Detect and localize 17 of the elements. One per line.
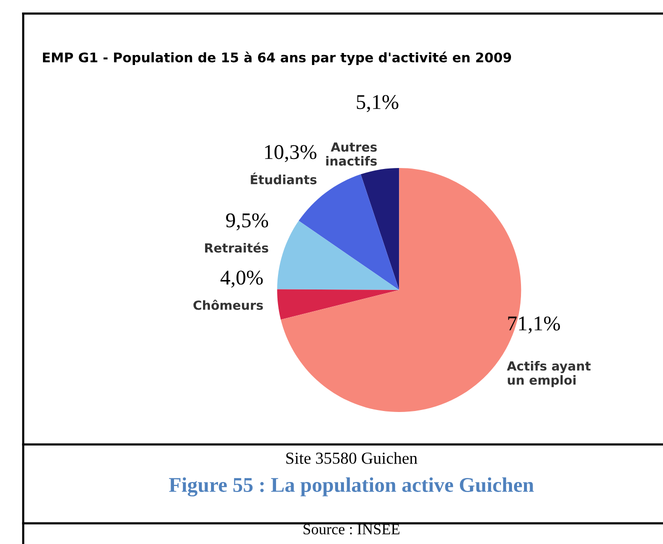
slice-label: Autres inactifs xyxy=(326,142,377,166)
chart-title: EMP G1 - Population de 15 à 64 ans par type d'activité en 2009 xyxy=(42,52,512,66)
data-label: 4,0% xyxy=(220,270,263,288)
slice-label: Actifs ayant un emploi xyxy=(506,360,591,388)
pie-slice xyxy=(360,168,400,290)
data-label: 9,5% xyxy=(226,213,268,230)
data-label: 71,1% xyxy=(508,316,560,334)
slice-label: Retraités xyxy=(205,242,268,253)
text: Site 35580 Guichen xyxy=(286,452,418,464)
text: Figure 55 : La population active Guichen xyxy=(169,477,534,496)
source-note: Source : INSEE xyxy=(304,524,400,534)
slice-label: Étudiants xyxy=(250,172,317,184)
slice-label: Chômeurs xyxy=(193,300,263,310)
data-label: 10,3% xyxy=(265,145,316,162)
data-label: 5,1% xyxy=(356,95,398,112)
pie-slice xyxy=(277,289,400,320)
pie-slice xyxy=(277,220,400,290)
